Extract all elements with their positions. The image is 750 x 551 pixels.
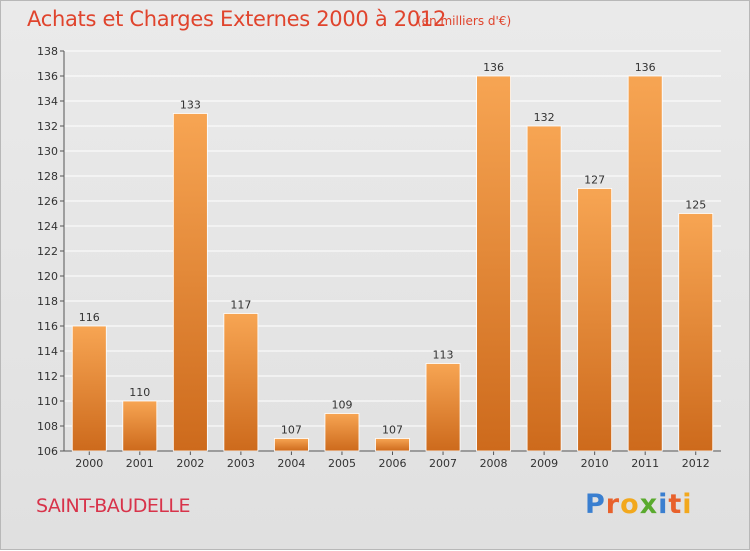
y-tick-label: 114: [37, 345, 58, 358]
data-label: 133: [180, 99, 201, 112]
bar: [476, 75, 511, 452]
y-tick-label: 130: [37, 145, 58, 158]
data-label: 107: [281, 424, 302, 437]
x-tick-label: 2005: [328, 457, 356, 470]
bar: [71, 325, 107, 452]
y-tick-label: 134: [37, 95, 58, 108]
x-tick-label: 2002: [176, 457, 204, 470]
y-tick-label: 126: [37, 195, 58, 208]
y-tick-label: 122: [37, 245, 58, 258]
axes: [60, 50, 721, 455]
bars: [71, 75, 714, 452]
logo-letter: t: [668, 489, 683, 520]
bar: [577, 188, 613, 452]
x-tick-label: 2004: [277, 457, 305, 470]
proxiti-logo: Proxiti: [585, 489, 693, 520]
x-tick-label: 2011: [631, 457, 659, 470]
y-tick-label: 112: [37, 370, 58, 383]
tick-labels: 106 108 110 112 114 116 118 120 122 124 126 128 130 1…: [37, 45, 710, 470]
x-tick-label: 2003: [227, 457, 255, 470]
bar: [678, 213, 714, 452]
y-tick-label: 128: [37, 170, 58, 183]
x-tick-label: 2008: [480, 457, 508, 470]
bar: [375, 438, 410, 452]
bar: [122, 400, 158, 452]
y-tick-label: 108: [37, 420, 58, 433]
bar: [324, 413, 360, 452]
data-label: 125: [685, 199, 706, 212]
x-tick-label: 2012: [682, 457, 710, 470]
y-tick-label: 136: [37, 70, 58, 83]
y-tick-label: 138: [37, 45, 58, 58]
data-label: 116: [79, 311, 100, 324]
data-labels: 116 110 133 117 107 109 107 113 136 132 127 136 125: [79, 61, 706, 437]
y-tick-label: 110: [37, 395, 58, 408]
logo-letter: o: [620, 489, 640, 520]
bar: [526, 125, 562, 452]
data-label: 127: [584, 174, 605, 187]
data-label: 110: [129, 386, 150, 399]
data-label: 132: [534, 111, 555, 124]
x-tick-label: 2006: [379, 457, 407, 470]
x-tick-label: 2007: [429, 457, 457, 470]
bar: [274, 438, 309, 452]
y-tick-label: 118: [37, 295, 58, 308]
data-label: 109: [331, 399, 352, 412]
y-tick-label: 132: [37, 120, 58, 133]
x-tick-label: 2010: [581, 457, 609, 470]
x-tick-label: 2009: [530, 457, 558, 470]
location-name: SAINT-BAUDELLE: [36, 495, 191, 517]
logo-letter: r: [605, 489, 621, 520]
logo-letter: i: [682, 489, 693, 520]
chart-title: Achats et Charges Externes 2000 à 2012: [27, 7, 447, 31]
bar: [425, 363, 461, 452]
data-label: 113: [433, 349, 454, 362]
y-tick-label: 124: [37, 220, 58, 233]
y-tick-label: 106: [37, 445, 58, 458]
data-label: 136: [483, 61, 504, 74]
y-tick-label: 120: [37, 270, 58, 283]
x-tick-label: 2001: [126, 457, 154, 470]
bar: [627, 75, 663, 452]
logo-letter: x: [639, 489, 659, 520]
x-tick-label: 2000: [75, 457, 103, 470]
chart-subtitle: (en milliers d'€): [417, 14, 512, 28]
data-label: 107: [382, 424, 403, 437]
bar: [172, 113, 208, 452]
data-label: 117: [230, 299, 251, 312]
logo-letter: i: [658, 489, 669, 520]
y-tick-label: 116: [37, 320, 58, 333]
gridlines: [64, 50, 721, 452]
data-label: 136: [635, 61, 656, 74]
logo-letter: P: [585, 489, 606, 520]
bar: [223, 313, 259, 452]
